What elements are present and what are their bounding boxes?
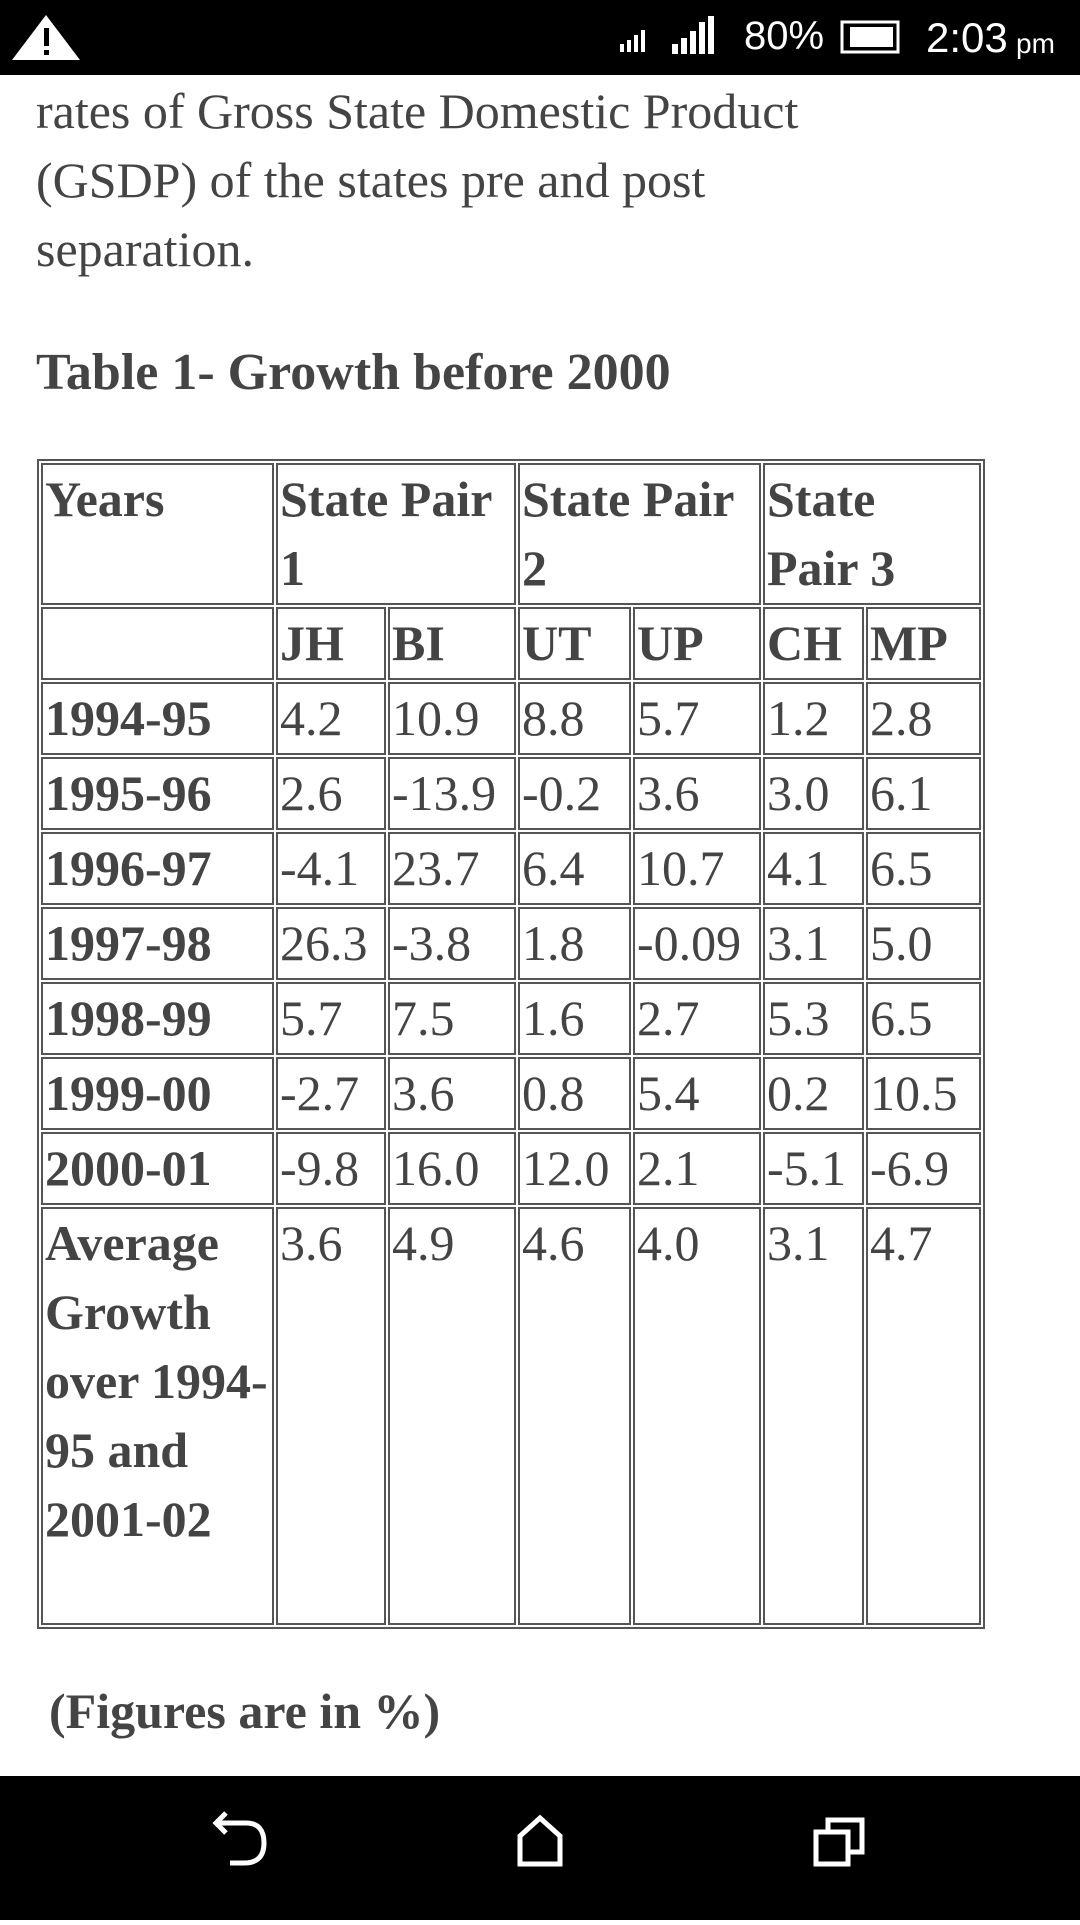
data-cell: 5.0 [866,907,981,980]
data-cell: 4.0 [633,1207,761,1625]
data-cell: 3.1 [763,1207,864,1625]
data-cell: -0.2 [518,757,631,830]
data-cell: 6.1 [866,757,981,830]
subheader-cell: CH [763,607,864,680]
subheader-cell: BI [388,607,516,680]
data-cell: 3.0 [763,757,864,830]
battery-level: 80% [744,14,825,58]
status-bar: 80% 2:03 pm [0,0,1080,75]
data-cell: 3.6 [388,1057,516,1130]
data-cell: 4.7 [866,1207,981,1625]
data-cell: 4.2 [276,682,386,755]
data-row: 1999-00 -2.7 3.6 0.8 5.4 0.2 10.5 [41,1057,981,1130]
header-cell: Years [41,463,274,605]
data-row: 1997-98 26.3 -3.8 1.8 -0.09 3.1 5.0 [41,907,981,980]
data-cell: 26.3 [276,907,386,980]
data-row: 1998-99 5.7 7.5 1.6 2.7 5.3 6.5 [41,982,981,1055]
subheader-row: JH BI UT UP CH MP [41,607,981,680]
data-cell: 1.8 [518,907,631,980]
data-cell: 0.2 [763,1057,864,1130]
row-label: 1995-96 [41,757,274,830]
data-cell: 1.2 [763,682,864,755]
battery-icon [840,20,900,54]
subheader-cell: JH [276,607,386,680]
nav-icons [212,1811,865,1867]
navigation-bar [0,1776,1080,1920]
row-label: 1997-98 [41,907,274,980]
data-cell: 10.5 [866,1057,981,1130]
data-cell: -9.8 [276,1132,386,1205]
data-row: 1996-97 -4.1 23.7 6.4 10.7 4.1 6.5 [41,832,981,905]
paragraph-line: separation. [36,221,254,277]
header-cell: State Pair 1 [276,463,516,605]
data-cell: 10.7 [633,832,761,905]
data-row: 1994-95 4.2 10.9 8.8 5.7 1.2 2.8 [41,682,981,755]
data-cell: -0.09 [633,907,761,980]
back-button[interactable] [212,1811,267,1866]
paragraph-line: rates of Gross State Domestic Product [36,83,799,139]
growth-table: Years State Pair 1 State Pair 2 State Pair … [37,459,985,1629]
data-cell: 10.9 [388,682,516,755]
warning-dot [44,50,49,55]
data-cell: 6.4 [518,832,631,905]
data-cell: 5.3 [763,982,864,1055]
row-label: 1998-99 [41,982,274,1055]
data-cell: -6.9 [866,1132,981,1205]
data-row: 1995-96 2.6 -13.9 -0.2 3.6 3.0 6.1 [41,757,981,830]
data-row: 2000-01 -9.8 16.0 12.0 2.1 -5.1 -6.9 [41,1132,981,1205]
data-cell: 2.8 [866,682,981,755]
paragraph-line: (GSDP) of the states pre and post [36,152,706,208]
home-button[interactable] [517,1814,563,1867]
signal-icon [620,16,714,54]
data-cell: 6.5 [866,982,981,1055]
data-cell: 5.7 [633,682,761,755]
recents-button[interactable] [813,1817,865,1867]
status-icons [12,15,900,60]
data-cell: 12.0 [518,1132,631,1205]
data-cell: 2.6 [276,757,386,830]
row-label: 1994-95 [41,682,274,755]
data-cell: 6.5 [866,832,981,905]
data-cell: 4.1 [763,832,864,905]
clock: 2:03 [926,14,1008,61]
row-label: 1999-00 [41,1057,274,1130]
data-cell: 3.1 [763,907,864,980]
data-cell: 2.7 [633,982,761,1055]
data-cell: -5.1 [763,1132,864,1205]
data-cell: -2.7 [276,1057,386,1130]
data-cell: 1.6 [518,982,631,1055]
data-cell: 23.7 [388,832,516,905]
row-label: Average Growth over 1994-95 and 2001-02 [41,1207,274,1625]
data-cell: -3.8 [388,907,516,980]
subheader-cell: UP [633,607,761,680]
data-cell: 3.6 [633,757,761,830]
empty-cell [41,607,274,680]
row-label: 1996-97 [41,832,274,905]
header-row: Years State Pair 1 State Pair 2 State Pair … [41,463,981,605]
data-cell: -4.1 [276,832,386,905]
data-cell: 8.8 [518,682,631,755]
data-cell: 16.0 [388,1132,516,1205]
subheader-cell: UT [518,607,631,680]
warning-mark [44,28,49,46]
data-cell: 3.6 [276,1207,386,1625]
data-cell: 0.8 [518,1057,631,1130]
data-cell: 5.7 [276,982,386,1055]
clock-meridiem: pm [1016,28,1055,59]
data-cell: 4.6 [518,1207,631,1625]
data-cell: 2.1 [633,1132,761,1205]
data-row: Average Growth over 1994-95 and 2001-02 3… [41,1207,981,1625]
data-cell: 5.4 [633,1057,761,1130]
subheader-cell: MP [866,607,981,680]
header-cell: State Pair 2 [518,463,761,605]
data-cell: 4.9 [388,1207,516,1625]
data-cell: 7.5 [388,982,516,1055]
table-note: (Figures are in %) [49,1683,441,1739]
table-title: Table 1- Growth before 2000 [36,344,671,401]
row-label: 2000-01 [41,1132,274,1205]
header-cell: State Pair 3 [763,463,981,605]
data-cell: -13.9 [388,757,516,830]
